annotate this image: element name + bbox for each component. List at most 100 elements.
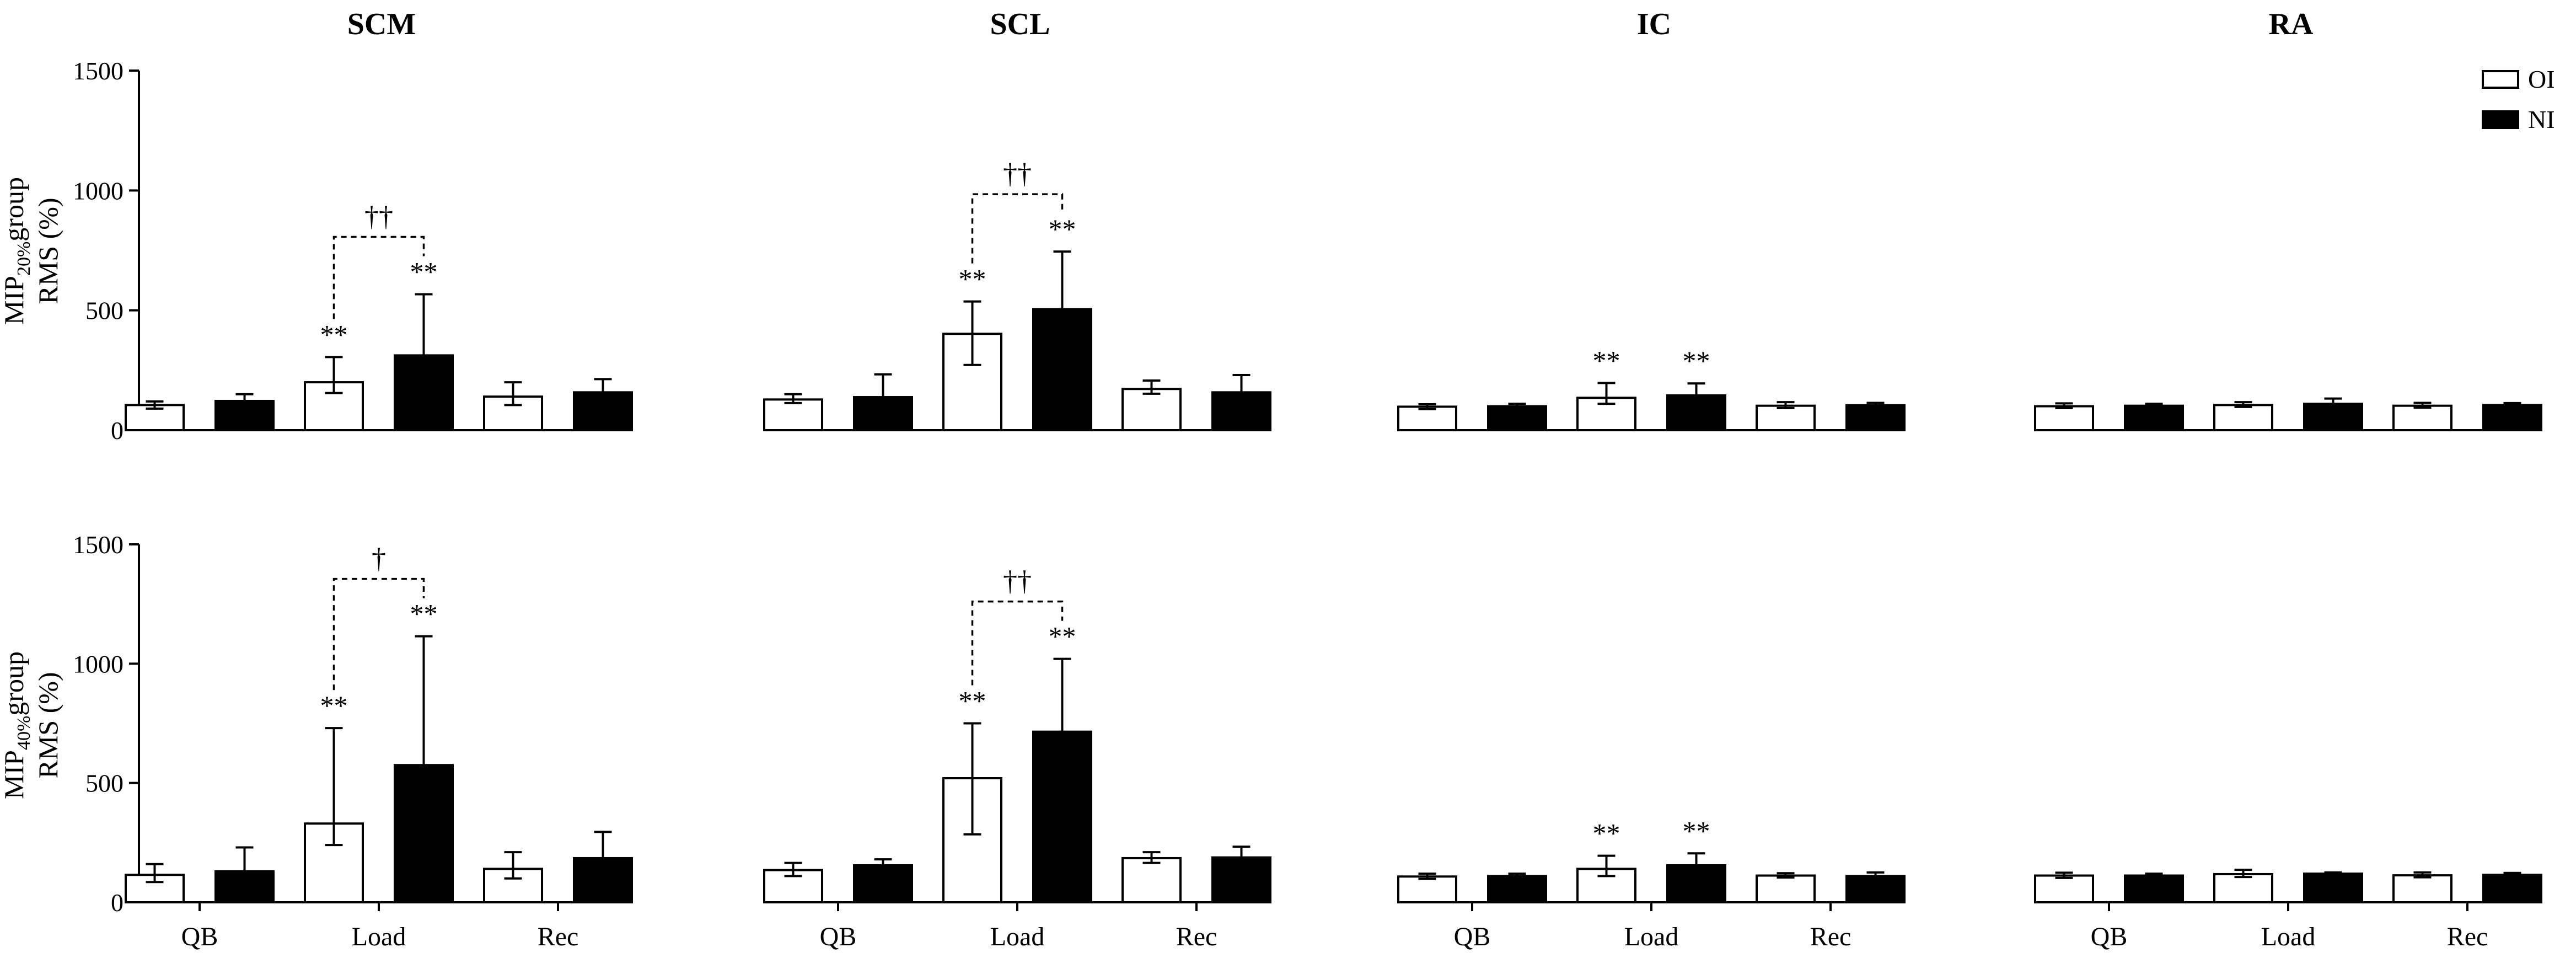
significance-bracket [971,193,1064,264]
significance-stars-ni: ** [1049,213,1076,244]
row-1-ylabel: MIP20%group RMS (%) [0,177,63,325]
significance-stars-ni: ** [410,256,438,287]
bar-oi-load [942,333,1002,431]
bar-ni-load [1032,308,1092,432]
bar-ni-rec [1845,404,1906,432]
ylabel-subscript: 40% [14,716,34,750]
y-tick-label: 1000 [73,176,124,205]
x-tick-label-rec: Rec [1176,922,1217,951]
bar-ni-rec [573,391,633,432]
bar-ni-rec [2482,404,2542,431]
significance-stars-oi: ** [959,686,986,716]
bar-oi-qb [2034,874,2094,904]
bar-ni-load [2303,403,2363,431]
ylabel-mip: MIP [0,276,29,325]
ylabel-group: group [0,177,29,242]
bar-oi-qb [2034,405,2094,431]
subplot-ic-row-2: QB Load Rec ** ** [1397,815,1906,951]
dagger-annotation: †† [1003,566,1032,597]
x-tick-label-qb: QB [2091,922,2128,951]
bar-ni-qb [853,864,913,903]
subplot-scm-row-2: 0 500 1000 1500 QB Load Rec ** ** † [73,531,633,951]
bar-ni-rec [1211,856,1271,904]
bar-oi-qb [763,398,823,432]
bar-ni-load [1666,394,1726,431]
panel-title-ic: IC [1637,7,1671,41]
y-tick-label: 0 [111,889,124,917]
bar-ni-qb [214,399,275,431]
legend-label-oi: OI [2528,65,2555,93]
significance-bracket [332,577,425,691]
bar-ni-qb [2124,874,2184,904]
ylabel-mip: MIP [0,750,29,799]
subplot-scm-row-1: 0 500 1000 1500 ** ** †† [73,57,633,445]
bar-oi-rec [2392,404,2452,431]
bar-oi-qb [1397,875,1457,903]
y-tick-label: 500 [85,297,124,325]
bar-oi-rec [1756,874,1816,904]
bar-oi-rec [1121,857,1182,903]
x-tick-label-qb: QB [1454,922,1491,951]
subplot-scl-row-1: ** ** †† [763,158,1271,432]
bar-oi-qb [1397,405,1457,431]
panel-title-ra: RA [2269,7,2314,41]
significance-bracket [332,236,425,319]
subplot-ic-row-1: ** ** [1397,345,1906,432]
bar-ni-qb [1487,405,1547,431]
bar-ni-load [394,354,454,431]
bar-ni-rec [2482,874,2542,903]
panel-title-scm: SCM [347,7,416,41]
dagger-annotation: † [372,543,386,575]
ylabel-subscript: 20% [14,242,34,276]
bar-ni-qb [1487,875,1547,903]
row-2-ylabel-line2: RMS (%) [33,672,63,778]
bar-ni-rec [1845,875,1906,903]
subplot-ra-row-1 [2034,397,2542,431]
y-tick-label: 1500 [73,531,124,559]
significance-stars-ni: ** [1683,815,1710,846]
x-tick-label-qb: QB [181,922,218,951]
y-tick-label: 1500 [73,57,124,85]
bar-oi-load [2213,404,2273,431]
y-tick-label: 1000 [73,650,124,678]
plot-area: SCM SCL IC RA 0 500 1000 1500 ** ** †† ** ** †† ** ** 0 5… [73,7,2542,951]
row-2-ylabel: MIP40%group RMS (%) [0,651,63,799]
bar-oi-rec [1121,388,1182,431]
bar-ni-qb [853,396,913,431]
bar-oi-rec [2392,874,2452,903]
x-tick-label-rec: Rec [2447,922,2488,951]
y-tick-label: 500 [85,769,124,798]
x-tick-label-rec: Rec [538,922,579,951]
x-tick-label-qb: QB [820,922,857,951]
significance-stars-ni: ** [410,598,438,629]
significance-bracket [971,600,1064,686]
dagger-annotation: †† [364,201,393,233]
legend-swatch-oi [2482,70,2519,89]
row-2-ylabel-line1: MIP40%group [0,651,34,799]
x-tick-label-load: Load [990,922,1045,951]
x-tick-label-load: Load [2261,922,2316,951]
bar-ni-qb [214,870,275,903]
dagger-annotation: †† [1003,158,1032,190]
legend-swatch-ni [2482,110,2519,129]
legend-label-ni: NI [2528,105,2555,133]
significance-stars-oi: ** [1593,345,1620,376]
bar-ni-rec [1211,391,1271,432]
bar-oi-rec [1756,404,1816,431]
significance-stars-ni: ** [1683,345,1710,376]
significance-stars-oi: ** [320,690,348,721]
significance-stars-oi: ** [959,264,986,295]
bar-ni-load [2303,873,2363,903]
x-tick-label-load: Load [352,922,406,951]
significance-stars-oi: ** [320,319,348,350]
panel-title-scl: SCL [990,7,1050,41]
subplot-scl-row-2: QB Load Rec ** ** †† [763,566,1271,951]
bar-ni-load [1032,730,1092,903]
bar-ni-load [394,764,454,904]
x-tick-label-load: Load [1624,922,1679,951]
y-tick-label: 0 [111,416,124,445]
significance-stars-oi: ** [1593,818,1620,849]
ylabel-group: group [0,651,29,716]
significance-stars-ni: ** [1049,621,1076,652]
